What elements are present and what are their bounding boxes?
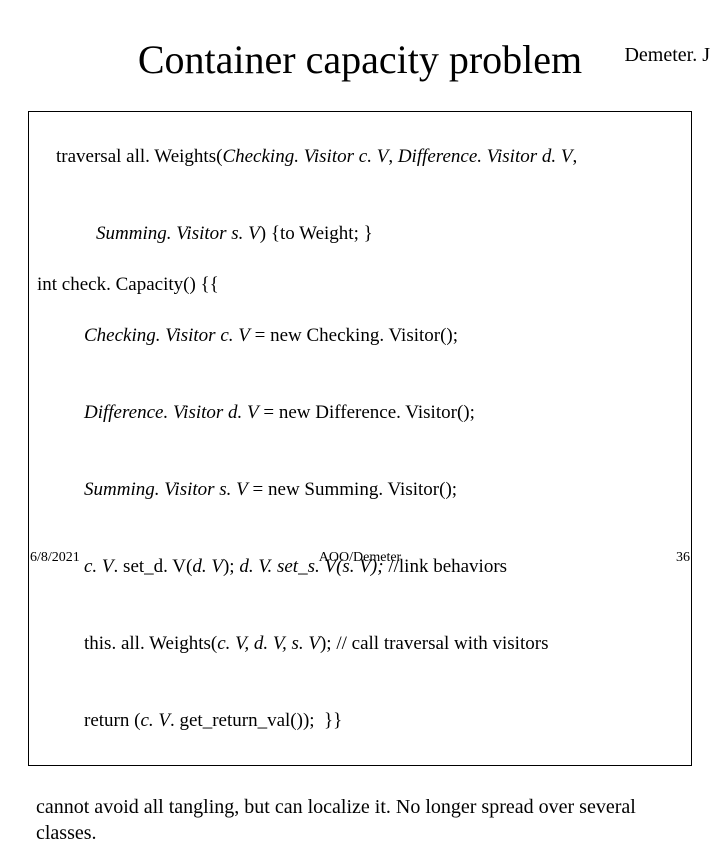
- code-text: this. all. Weights(: [84, 633, 217, 654]
- code-param: Difference. Visitor d. V: [398, 146, 573, 167]
- code-param: Difference. Visitor d. V: [84, 402, 259, 423]
- code-line-2: Summing. Visitor s. V) {to Weight; }: [37, 195, 683, 272]
- code-line-6: Summing. Visitor s. V = new Summing. Vis…: [37, 451, 683, 528]
- footer-page: 36: [676, 550, 690, 566]
- code-box: traversal all. Weights(Checking. Visitor…: [28, 111, 692, 766]
- code-param: Checking. Visitor c. V: [84, 325, 250, 346]
- footer-date: 6/8/2021: [30, 550, 80, 566]
- code-text: = new Summing. Visitor();: [248, 479, 457, 500]
- code-line-8: this. all. Weights(c. V, d. V, s. V); //…: [37, 605, 683, 682]
- code-param: Summing. Visitor s. V: [96, 223, 260, 244]
- code-text: = new Difference. Visitor();: [259, 402, 475, 423]
- code-line-4: Checking. Visitor c. V = new Checking. V…: [37, 297, 683, 374]
- code-param: Checking. Visitor c. V: [222, 146, 388, 167]
- code-text: ); // call traversal with visitors: [320, 633, 548, 654]
- code-param: Summing. Visitor s. V: [84, 479, 248, 500]
- code-line-1: traversal all. Weights(Checking. Visitor…: [37, 118, 683, 195]
- code-text: . get_return_val()); }}: [170, 710, 342, 731]
- code-line-3: int check. Capacity() {{: [37, 272, 683, 298]
- code-param: c. V, d. V, s. V: [217, 633, 320, 654]
- code-text: = new Checking. Visitor();: [250, 325, 458, 346]
- footer: 6/8/2021 AOO/Demeter 36: [0, 550, 720, 566]
- code-text: ,: [388, 146, 398, 167]
- slide-title: Container capacity problem: [40, 36, 680, 83]
- slide-note: cannot avoid all tangling, but can local…: [36, 794, 684, 846]
- code-text: ) {to Weight; }: [260, 223, 373, 244]
- code-line-9: return (c. V. get_return_val()); }}: [37, 682, 683, 759]
- code-line-5: Difference. Visitor d. V = new Differenc…: [37, 374, 683, 451]
- footer-center: AOO/Demeter: [319, 550, 401, 566]
- header-label: Demeter. J: [624, 44, 710, 67]
- code-text: return (: [84, 710, 140, 731]
- code-param: c. V: [140, 710, 170, 731]
- code-text: ,: [572, 146, 577, 167]
- code-text: traversal all. Weights(: [56, 146, 222, 167]
